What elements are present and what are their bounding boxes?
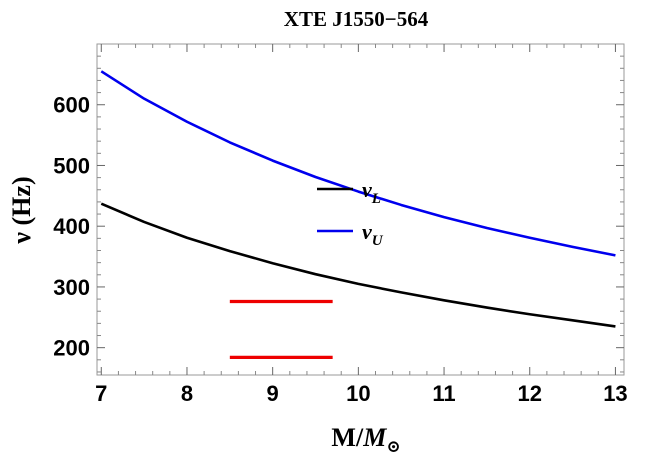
- x-tick-label: 10: [346, 381, 370, 406]
- legend-label-nu-u: νU: [362, 219, 384, 249]
- y-axis-ticks: [97, 55, 624, 373]
- observed-ranges: [229, 299, 333, 359]
- x-tick-label: 9: [267, 381, 279, 406]
- series-layer: [100, 70, 616, 328]
- series-line-nu-l: [100, 202, 616, 328]
- x-axis-label: M/M⊙: [331, 423, 400, 454]
- x-axis-tick-labels: 7 8 9 10 11 12 13: [95, 381, 628, 406]
- y-tick-label: 300: [53, 275, 90, 300]
- series-line-nu-u: [100, 70, 616, 257]
- y-tick-label: 600: [53, 93, 90, 118]
- chart-title: XTE J1550−564: [284, 7, 429, 31]
- x-axis-ticks: [100, 44, 616, 375]
- x-tick-label: 13: [603, 381, 627, 406]
- plot-frame: [96, 43, 625, 376]
- y-tick-label: 400: [53, 214, 90, 239]
- x-tick-label: 11: [432, 381, 455, 406]
- legend: νL νU: [317, 177, 384, 249]
- y-tick-label: 500: [53, 153, 90, 178]
- x-tick-label: 7: [95, 381, 107, 406]
- y-axis-label: ν (Hz): [7, 176, 36, 244]
- legend-label-nu-l: νL: [362, 177, 381, 207]
- x-tick-label: 12: [517, 381, 541, 406]
- y-tick-label: 200: [53, 336, 90, 361]
- x-tick-label: 8: [181, 381, 193, 406]
- y-axis-tick-labels: 200 300 400 500 600: [53, 93, 90, 361]
